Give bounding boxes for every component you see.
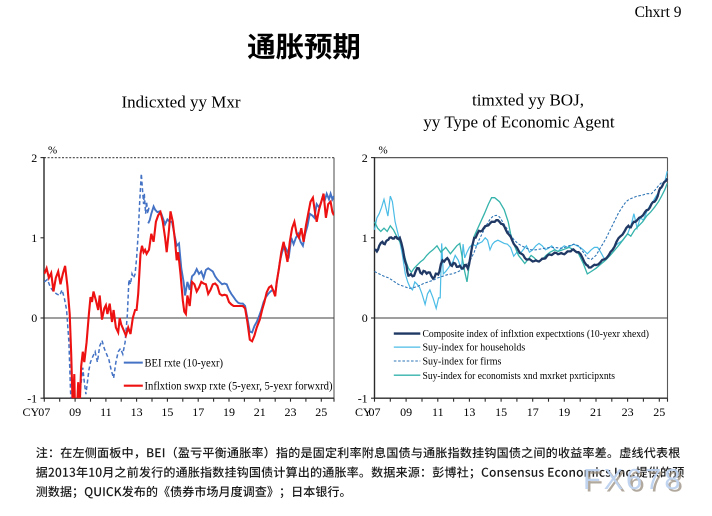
svg-text:09: 09 — [400, 405, 412, 419]
svg-text:07: 07 — [369, 405, 381, 419]
svg-text:21: 21 — [254, 405, 266, 419]
svg-text:%: % — [48, 145, 57, 157]
svg-text:0: 0 — [362, 311, 368, 325]
svg-text:Suy-index for economists xnd m: Suy-index for economists xnd mxrket pxrt… — [423, 371, 616, 382]
svg-text:0: 0 — [31, 311, 37, 325]
svg-text:13: 13 — [463, 405, 475, 419]
svg-text:%: % — [379, 145, 388, 157]
svg-text:11: 11 — [100, 405, 112, 419]
svg-text:07: 07 — [38, 405, 50, 419]
svg-text:CY: CY — [355, 405, 372, 419]
svg-text:Suy-index for firms: Suy-index for firms — [423, 357, 502, 368]
svg-text:17: 17 — [527, 405, 539, 419]
svg-text:2: 2 — [362, 151, 368, 165]
svg-text:Suy-index for households: Suy-index for households — [423, 343, 526, 354]
svg-text:Composite index of inflxtion e: Composite index of inflxtion expectxtion… — [423, 329, 650, 340]
svg-text:09: 09 — [69, 405, 81, 419]
svg-text:19: 19 — [223, 405, 235, 419]
svg-text:Indicxted yy Mxr: Indicxted yy Mxr — [122, 93, 241, 112]
svg-text:11: 11 — [432, 405, 444, 419]
svg-text:17: 17 — [192, 405, 204, 419]
svg-text:21: 21 — [590, 405, 602, 419]
svg-text:1: 1 — [362, 231, 368, 245]
svg-text:19: 19 — [558, 405, 570, 419]
svg-text:CY: CY — [23, 405, 40, 419]
svg-text:25: 25 — [315, 405, 327, 419]
svg-text:2: 2 — [31, 151, 37, 165]
svg-text:15: 15 — [495, 405, 507, 419]
svg-text:15: 15 — [161, 405, 173, 419]
svg-text:-1: -1 — [27, 391, 37, 405]
svg-text:1: 1 — [31, 231, 37, 245]
svg-text:timxted yy BOJ,: timxted yy BOJ, — [472, 91, 584, 110]
svg-text:BEI rxte (10-yexr): BEI rxte (10-yexr) — [145, 357, 224, 369]
svg-text:25: 25 — [653, 405, 665, 419]
svg-text:Chxrt 9: Chxrt 9 — [635, 4, 682, 21]
svg-text:yy Type of Economic Agent: yy Type of Economic Agent — [423, 113, 614, 132]
svg-text:13: 13 — [131, 405, 143, 419]
svg-text:Inflxtion swxp rxte (5-yexr, 5: Inflxtion swxp rxte (5-yexr, 5-yexr forw… — [145, 381, 333, 393]
svg-text:23: 23 — [285, 405, 297, 419]
svg-text:23: 23 — [622, 405, 634, 419]
svg-text:-1: -1 — [358, 391, 368, 405]
